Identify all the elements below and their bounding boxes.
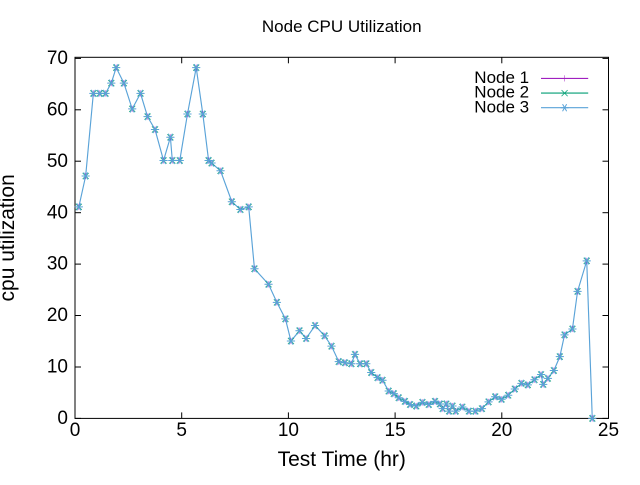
svg-text:20: 20 — [491, 420, 512, 441]
svg-text:cpu utilization: cpu utilization — [0, 174, 19, 301]
svg-text:25: 25 — [598, 420, 619, 441]
svg-text:Node 3: Node 3 — [474, 98, 529, 117]
svg-text:Test Time (hr): Test Time (hr) — [278, 448, 406, 471]
svg-text:50: 50 — [47, 151, 68, 172]
svg-text:0: 0 — [57, 408, 68, 429]
svg-text:0: 0 — [70, 420, 81, 441]
svg-text:40: 40 — [47, 202, 68, 223]
svg-text:10: 10 — [278, 420, 299, 441]
svg-text:20: 20 — [47, 305, 68, 326]
svg-text:5: 5 — [176, 420, 187, 441]
svg-text:15: 15 — [385, 420, 406, 441]
svg-text:10: 10 — [47, 357, 68, 378]
svg-text:60: 60 — [47, 99, 68, 120]
svg-text:30: 30 — [47, 254, 68, 275]
svg-text:70: 70 — [47, 48, 68, 69]
svg-text:Node CPU Utilization: Node CPU Utilization — [262, 17, 422, 36]
